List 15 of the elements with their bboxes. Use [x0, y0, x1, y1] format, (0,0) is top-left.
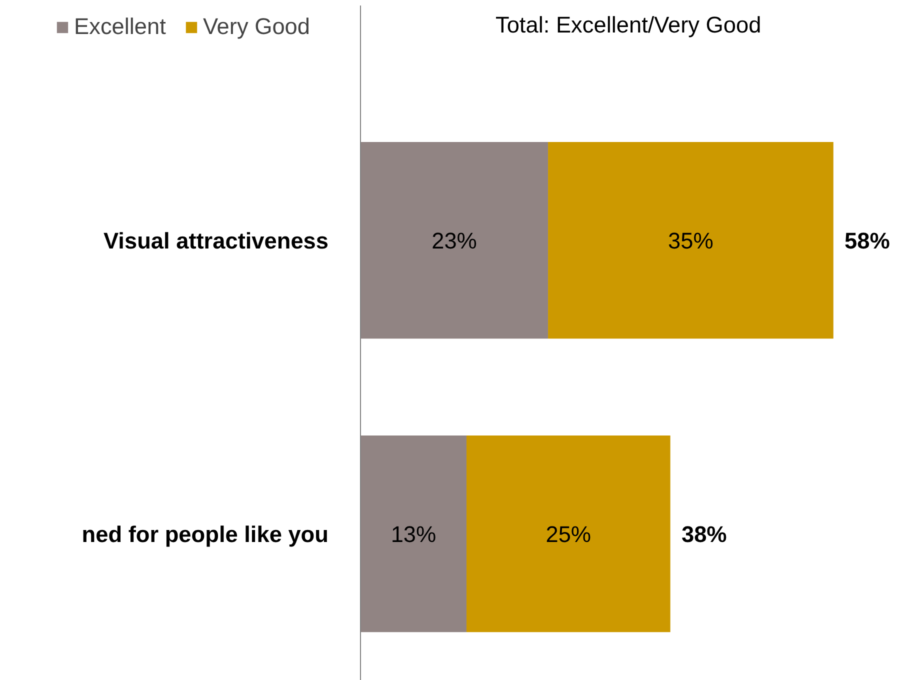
data-label: 23% — [432, 227, 477, 254]
legend-label: Excellent — [74, 13, 166, 40]
y-tick-label: Visual attractiveness — [103, 227, 328, 254]
legend-title: Total: Excellent/Very Good — [496, 11, 762, 38]
y-tick-label: ned for people like you — [82, 520, 329, 547]
bar — [360, 435, 466, 632]
bar — [548, 142, 834, 339]
total-label: 38% — [681, 520, 727, 547]
bar — [360, 142, 548, 339]
data-label: 25% — [546, 520, 592, 547]
total-label: 58% — [844, 227, 890, 254]
data-label: 35% — [668, 227, 714, 254]
data-label: 13% — [390, 520, 436, 547]
legend-label: Very Good — [202, 13, 310, 40]
bar — [466, 435, 670, 632]
